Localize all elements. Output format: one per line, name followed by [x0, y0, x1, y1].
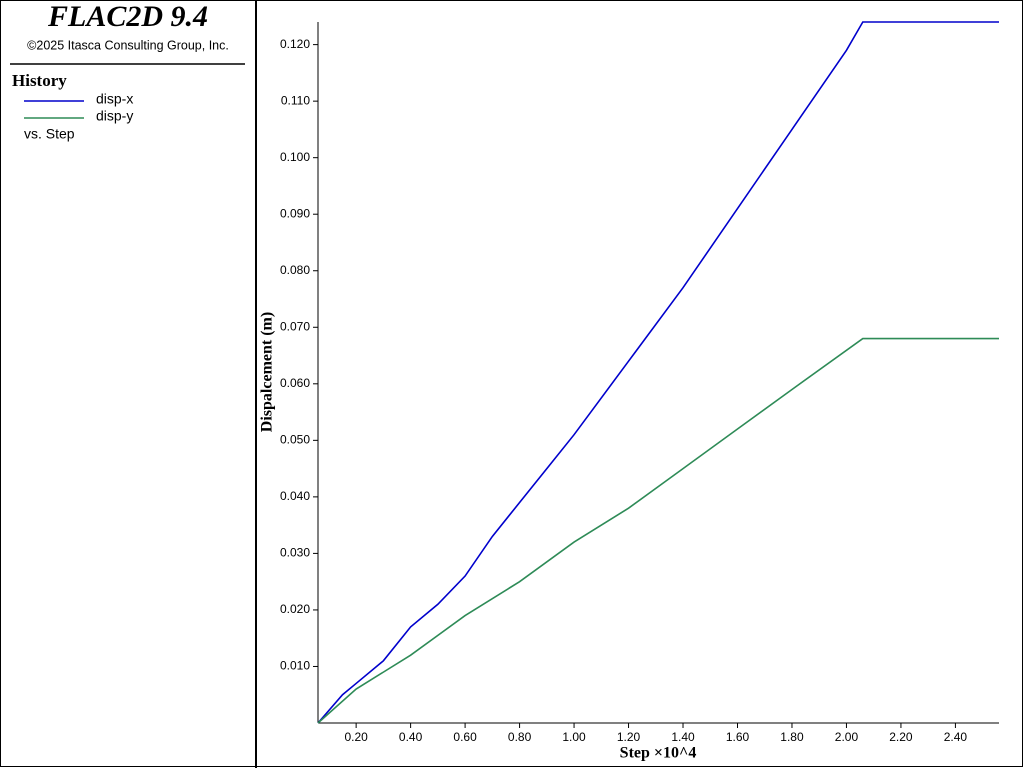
x-tick-label: 1.40 — [671, 730, 695, 744]
app-title: FLAC2D 9.4 — [47, 0, 208, 33]
y-tick-label: 0.070 — [280, 319, 310, 333]
y-tick-label: 0.010 — [280, 659, 310, 673]
y-tick-label: 0.060 — [280, 376, 310, 390]
legend-footer: vs. Step — [24, 126, 75, 142]
x-axis-label: Step ×10^4 — [620, 745, 697, 762]
legend-label: disp-x — [96, 91, 133, 107]
legend-label: disp-y — [96, 108, 133, 124]
y-tick-label: 0.110 — [281, 93, 310, 107]
legend-title: History — [12, 71, 67, 90]
y-tick-label: 0.040 — [280, 489, 310, 503]
y-tick-label: 0.080 — [280, 263, 310, 277]
x-tick-label: 0.60 — [453, 730, 477, 744]
x-tick-label: 1.20 — [617, 730, 641, 744]
x-tick-label: 0.80 — [508, 730, 532, 744]
y-tick-label: 0.100 — [280, 150, 310, 164]
y-tick-label: 0.030 — [280, 546, 310, 560]
x-tick-label: 1.00 — [562, 730, 586, 744]
x-tick-label: 2.20 — [889, 730, 913, 744]
x-tick-label: 0.40 — [399, 730, 423, 744]
y-tick-label: 0.050 — [280, 433, 310, 447]
x-tick-label: 1.80 — [780, 730, 804, 744]
y-axis-label: Dispalcement (m) — [259, 312, 276, 432]
x-tick-label: 2.40 — [944, 730, 968, 744]
y-tick-label: 0.090 — [280, 206, 310, 220]
x-tick-label: 1.60 — [726, 730, 750, 744]
y-tick-label: 0.120 — [280, 37, 310, 51]
x-tick-label: 0.20 — [344, 730, 368, 744]
series-line — [317, 21, 999, 724]
y-tick-label: 0.020 — [280, 602, 310, 616]
series-line — [317, 337, 999, 724]
x-tick-label: 2.00 — [835, 730, 859, 744]
copyright: ©2025 Itasca Consulting Group, Inc. — [27, 38, 229, 52]
